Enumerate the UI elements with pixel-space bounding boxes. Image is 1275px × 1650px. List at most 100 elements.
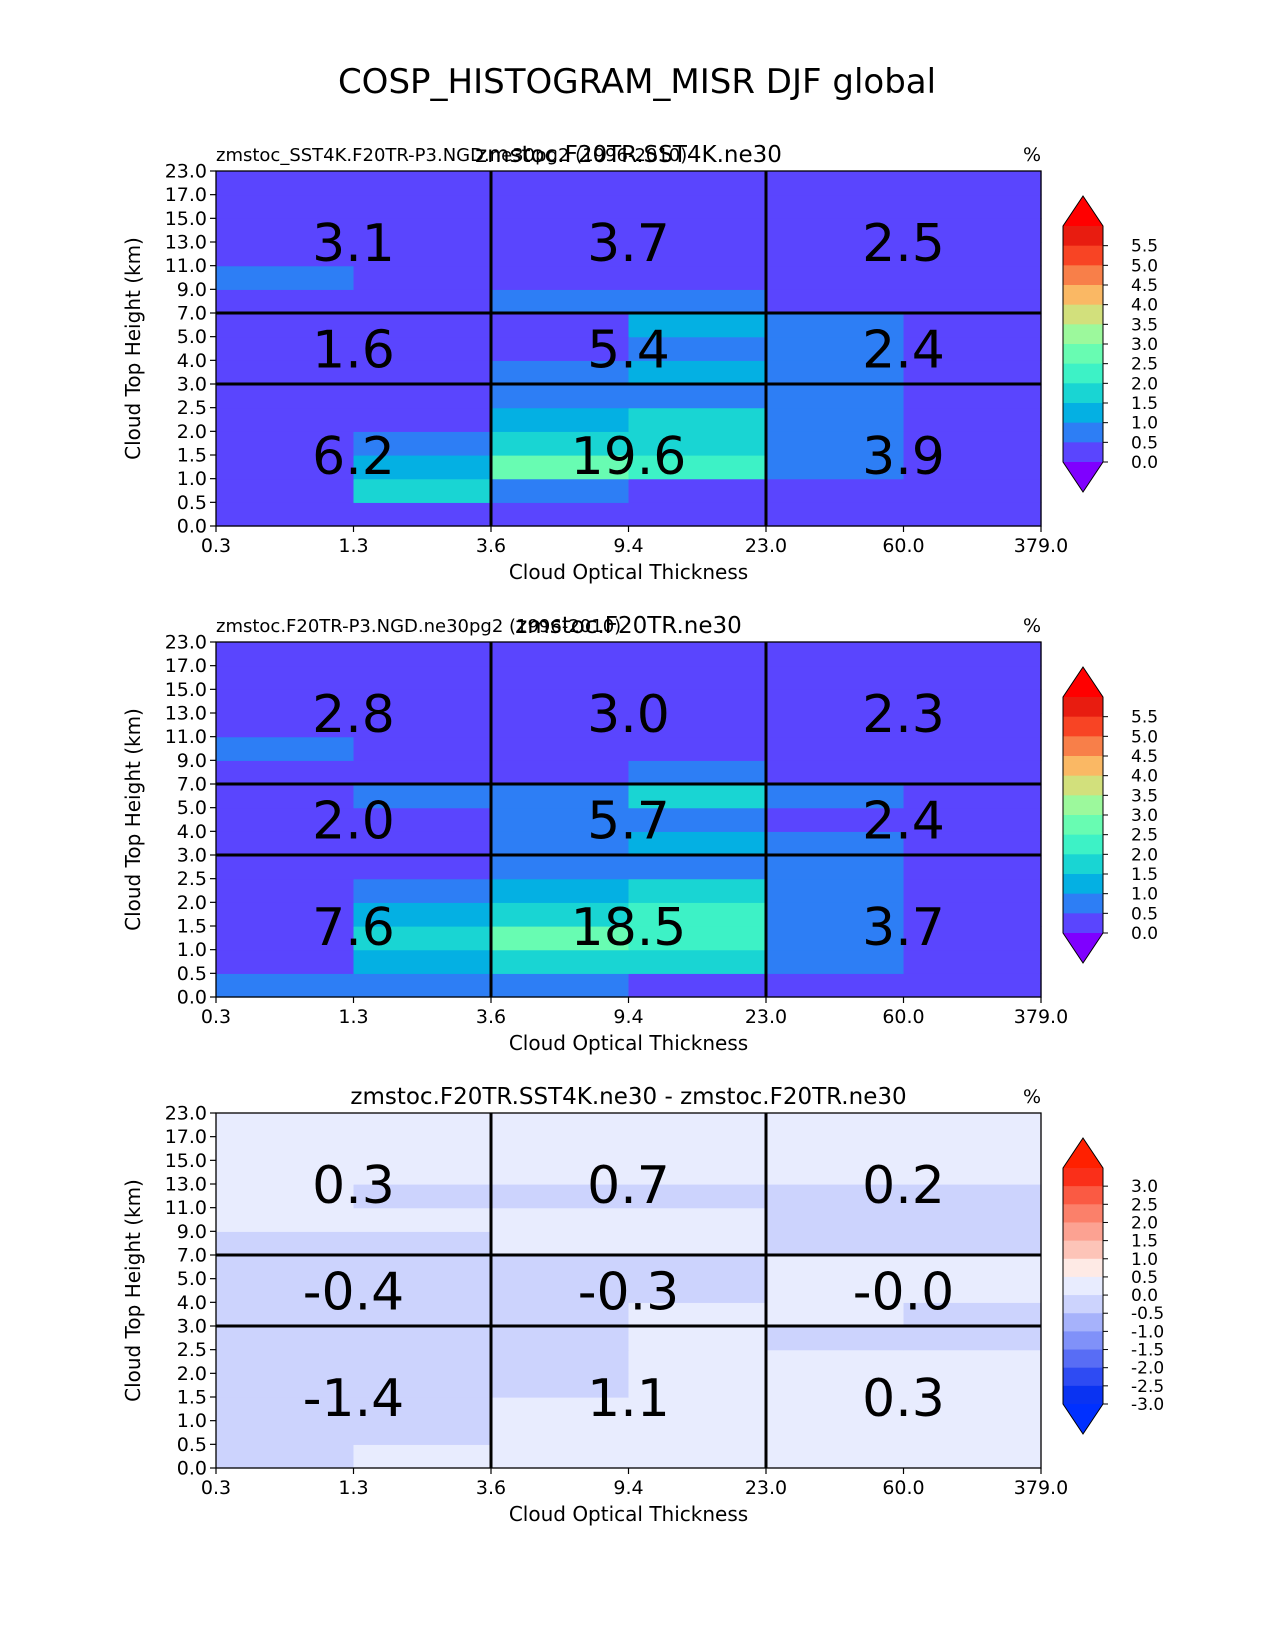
- heatmap-cell: [216, 1326, 355, 1351]
- heatmap-cell: [628, 736, 767, 761]
- heatmap-cell: [766, 902, 905, 927]
- y-tick-label: 1.0: [177, 939, 207, 961]
- x-tick-label: 3.6: [476, 1477, 506, 1499]
- colorbar-segment: [1063, 795, 1103, 816]
- heatmap-cell: [766, 1326, 905, 1351]
- panel-3: -1.4 1.1 0.3 -0.4 -0.3 -0.0 0.3 0.7 0.2 0.3 1.3 3.6…: [121, 1084, 1164, 1526]
- y-tick-label: 11.0: [165, 255, 207, 277]
- colorbar-segment: [1063, 363, 1103, 384]
- heatmap-cell: [766, 171, 905, 196]
- colorbar-segment: [1063, 1313, 1103, 1332]
- panel-1: 6.2 19.6 3.9 1.6 5.4 2.4 3.1 3.7 2.5 0.3 1.3 3.6 9.4…: [121, 142, 1158, 584]
- heatmap-cell: [353, 1136, 492, 1161]
- y-tick-label: 2.5: [177, 397, 207, 419]
- heatmap-cell: [491, 760, 630, 785]
- heatmap-cell: [491, 1397, 630, 1422]
- region-value: 5.4: [587, 321, 670, 381]
- x-tick-label: 60.0: [882, 1477, 924, 1499]
- x-tick-label: 23.0: [745, 535, 787, 557]
- colorbar-under-extension: [1063, 933, 1103, 963]
- x-tick-label: 3.6: [476, 1006, 506, 1028]
- colorbar-segment: [1063, 697, 1103, 718]
- colorbar-segment: [1063, 1295, 1103, 1314]
- heatmap-cell: [766, 1373, 905, 1398]
- heatmap-cell: [353, 431, 492, 456]
- heatmap-cell: [766, 949, 905, 974]
- heatmap-cell: [766, 1136, 905, 1161]
- x-tick-label: 0.3: [201, 535, 231, 557]
- colorbar-tick-label: 2.0: [1131, 1213, 1158, 1233]
- heatmap-cell: [216, 242, 355, 267]
- y-tick-label: 0.5: [177, 1434, 207, 1456]
- colorbar-segment: [1063, 1222, 1103, 1242]
- heatmap-cell: [766, 407, 905, 432]
- heatmap-cell: [216, 1160, 355, 1185]
- x-tick-label: 9.4: [613, 1477, 643, 1499]
- heatmap-cell: [766, 642, 905, 667]
- heatmap-cell: [903, 360, 1042, 385]
- heatmap-cell: [491, 784, 630, 809]
- heatmap-cell: [216, 455, 355, 480]
- colorbar-segment: [1063, 1168, 1103, 1187]
- heatmap-cell: [216, 713, 355, 738]
- heatmap-cell: [216, 902, 355, 927]
- heatmap-cell: [903, 1302, 1042, 1327]
- colorbar-segment: [1063, 1240, 1103, 1260]
- heatmap-cell: [766, 265, 905, 290]
- heatmap-cell: [353, 713, 492, 738]
- heatmap-cell: [491, 807, 630, 832]
- heatmap-cell: [628, 784, 767, 809]
- colorbar-tick-label: 5.0: [1131, 256, 1158, 276]
- heatmap-cell: [216, 171, 355, 196]
- x-tick-label: 60.0: [882, 1006, 924, 1028]
- panel-left-title: zmstoc_SST4K.F20TR-P3.NGD.ne30pg2 (1996-…: [216, 145, 687, 166]
- heatmap-cell: [628, 360, 767, 385]
- x-tick-label: 60.0: [882, 535, 924, 557]
- heatmap-cell: [628, 313, 767, 338]
- heatmap-cell: [353, 1373, 492, 1398]
- colorbar: 5.55.04.54.03.53.02.52.01.51.00.50.0: [1062, 195, 1158, 493]
- heatmap-cell: [491, 502, 630, 527]
- x-tick-label: 23.0: [745, 1477, 787, 1499]
- heatmap-cell: [766, 218, 905, 243]
- colorbar-tick-label: 0.5: [1131, 433, 1158, 453]
- y-tick-label: 5.0: [177, 797, 207, 819]
- colorbar-tick-label: 3.5: [1131, 315, 1158, 335]
- heatmap-cell: [491, 218, 630, 243]
- heatmap-cell: [766, 1184, 905, 1209]
- heatmap-cell: [491, 1113, 630, 1138]
- heatmap-cell: [903, 171, 1042, 196]
- colorbar-tick-label: 2.5: [1131, 355, 1158, 375]
- x-axis-label: Cloud Optical Thickness: [509, 560, 748, 584]
- heatmap-cell: [766, 784, 905, 809]
- colorbar-tick-label: 1.0: [1131, 885, 1158, 905]
- heatmap-cell: [353, 313, 492, 338]
- y-tick-label: 4.0: [177, 1292, 207, 1314]
- heatmap-cell: [353, 1444, 492, 1469]
- colorbar-segment: [1063, 1367, 1103, 1387]
- heatmap-cell: [216, 831, 355, 856]
- heatmap-cell: [491, 1373, 630, 1398]
- heatmap-cell: [628, 1136, 767, 1161]
- heatmap-cell: [628, 289, 767, 314]
- region-value: 2.5: [862, 214, 945, 274]
- heatmap-cell: [766, 1255, 905, 1280]
- region-value: 2.3: [862, 685, 945, 745]
- y-axis-label: Cloud Top Height (km): [121, 1179, 145, 1402]
- x-tick-label: 379.0: [1014, 1477, 1068, 1499]
- y-tick-label: 9.0: [177, 1221, 207, 1243]
- heatmap-cell: [903, 831, 1042, 856]
- heatmap-cell: [353, 1302, 492, 1327]
- colorbar-over-extension: [1063, 667, 1103, 697]
- region-value: 3.7: [587, 214, 670, 274]
- heatmap-cell: [353, 831, 492, 856]
- colorbar-segment: [1063, 1258, 1103, 1278]
- colorbar-tick-label: 5.5: [1131, 237, 1158, 257]
- heatmap-cell: [903, 289, 1042, 314]
- colorbar-segment: [1063, 324, 1103, 345]
- heatmap-cell: [216, 313, 355, 338]
- heatmap-cell: [903, 1113, 1042, 1138]
- region-value: 0.2: [862, 1156, 945, 1216]
- heatmap-cell: [903, 855, 1042, 880]
